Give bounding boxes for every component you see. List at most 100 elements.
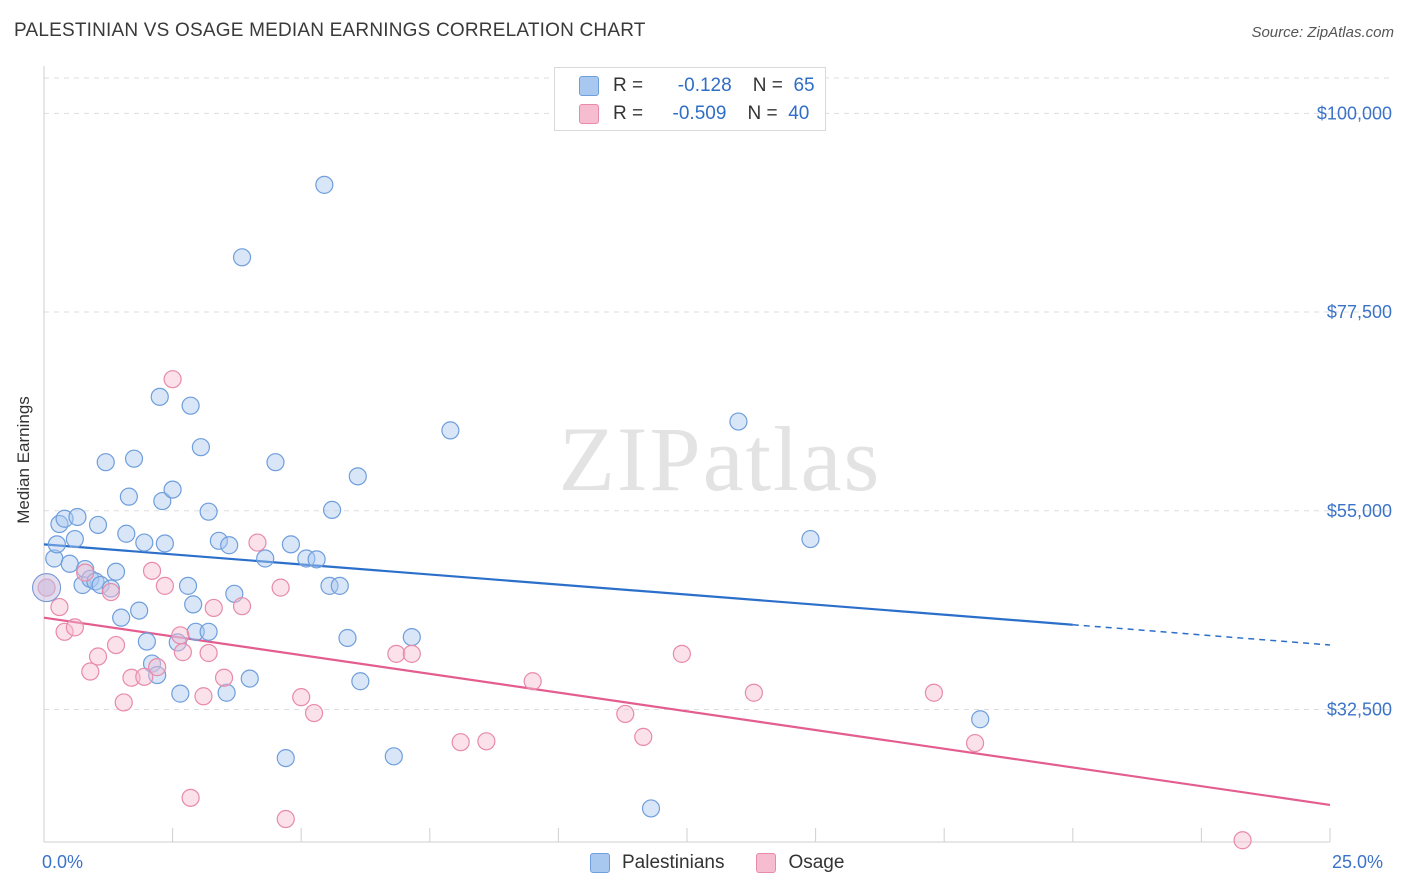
data-points bbox=[32, 175, 1252, 850]
point-palestinians bbox=[217, 683, 236, 702]
point-osage bbox=[304, 703, 324, 723]
point-palestinians bbox=[801, 529, 820, 549]
point-palestinians bbox=[153, 491, 172, 511]
trend-lines bbox=[43, 543, 1331, 806]
point-palestinians bbox=[402, 627, 421, 647]
point-palestinians bbox=[124, 449, 144, 468]
point-palestinians bbox=[441, 421, 460, 440]
point-osage bbox=[402, 644, 421, 663]
legend-n-value: 65 bbox=[793, 75, 815, 96]
point-osage bbox=[81, 662, 100, 681]
point-osage bbox=[171, 626, 190, 645]
point-palestinians bbox=[220, 536, 239, 555]
point-osage bbox=[122, 668, 141, 687]
point-palestinians bbox=[315, 175, 334, 194]
x-tick-label-max: 25.0% bbox=[1332, 852, 1384, 872]
point-osage bbox=[924, 683, 944, 702]
point-osage bbox=[616, 704, 635, 724]
point-palestinians bbox=[106, 562, 126, 581]
point-palestinians bbox=[163, 480, 182, 499]
grid-lines bbox=[44, 77, 1392, 711]
point-palestinians bbox=[338, 628, 357, 648]
point-osage bbox=[744, 683, 763, 702]
point-osage bbox=[194, 687, 213, 706]
point-palestinians bbox=[971, 710, 990, 729]
point-palestinians bbox=[276, 748, 295, 768]
point-palestinians bbox=[322, 500, 342, 520]
point-palestinians bbox=[641, 799, 661, 818]
point-palestinians bbox=[130, 601, 149, 620]
point-osage bbox=[672, 644, 691, 663]
legend-n-value: 40 bbox=[788, 103, 810, 124]
point-palestinians bbox=[135, 533, 154, 552]
point-osage bbox=[523, 672, 542, 691]
point-osage bbox=[65, 618, 84, 637]
legend-r-label: R = bbox=[613, 75, 644, 96]
point-palestinians bbox=[330, 576, 349, 595]
legend-r-label: R = bbox=[613, 103, 644, 124]
point-palestinians bbox=[307, 550, 326, 569]
point-palestinians bbox=[47, 535, 66, 554]
point-osage bbox=[477, 732, 496, 751]
legend-r-value: -0.509 bbox=[672, 103, 727, 124]
point-palestinians bbox=[184, 595, 203, 614]
point-palestinians bbox=[60, 554, 79, 573]
series-swatch-blue bbox=[590, 853, 610, 873]
point-palestinians bbox=[256, 549, 275, 568]
legend-n-label: N = bbox=[747, 103, 778, 124]
legend-n-label: N = bbox=[752, 75, 783, 96]
point-cluster-palestinians bbox=[32, 573, 62, 603]
point-palestinians bbox=[348, 467, 367, 486]
point-palestinians bbox=[171, 684, 190, 703]
point-palestinians bbox=[137, 632, 156, 651]
point-palestinians bbox=[50, 514, 69, 534]
point-osage bbox=[451, 733, 470, 752]
point-palestinians bbox=[232, 248, 252, 267]
point-osage bbox=[163, 370, 182, 389]
point-palestinians bbox=[96, 453, 115, 472]
point-palestinians bbox=[68, 507, 87, 527]
point-palestinians bbox=[209, 531, 228, 550]
point-palestinians bbox=[155, 534, 174, 553]
trend-line-osage bbox=[43, 616, 1331, 806]
point-osage bbox=[214, 668, 234, 687]
point-osage bbox=[106, 635, 126, 655]
series-legend: Palestinians Osage bbox=[590, 852, 876, 874]
point-palestinians bbox=[88, 515, 108, 535]
point-palestinians bbox=[112, 608, 131, 627]
point-osage bbox=[55, 622, 74, 641]
series-legend-osage: Osage bbox=[756, 852, 844, 874]
point-osage bbox=[155, 576, 174, 595]
y-tick-label: $77,500 bbox=[1327, 302, 1392, 322]
series-legend-palestinians: Palestinians bbox=[590, 852, 724, 874]
point-osage bbox=[173, 643, 192, 662]
correlation-legend: R = -0.128 N = 65 R = -0.509 N = 40 bbox=[554, 67, 826, 131]
point-osage bbox=[292, 688, 311, 707]
point-palestinians bbox=[91, 575, 110, 595]
point-osage bbox=[387, 644, 406, 663]
point-palestinians bbox=[281, 535, 301, 554]
series-swatch-pink bbox=[756, 853, 777, 873]
y-tick-label: $55,000 bbox=[1327, 501, 1392, 521]
trend-line-extension-palestinians bbox=[1072, 623, 1331, 646]
axes bbox=[43, 66, 1331, 843]
point-palestinians bbox=[199, 502, 218, 521]
point-osage bbox=[101, 582, 120, 602]
point-palestinians bbox=[240, 669, 259, 688]
chart-title: PALESTINIAN VS OSAGE MEDIAN EARNINGS COR… bbox=[14, 20, 646, 41]
point-palestinians bbox=[65, 529, 84, 549]
point-palestinians bbox=[320, 576, 339, 595]
legend-row-osage: R = -0.509 N = 40 bbox=[579, 102, 809, 126]
point-palestinians bbox=[351, 672, 370, 691]
watermark: ZIPatlas bbox=[559, 408, 882, 510]
point-palestinians bbox=[119, 487, 138, 506]
point-palestinians bbox=[729, 412, 748, 431]
y-tick-label: $32,500 bbox=[1327, 700, 1392, 720]
point-palestinians bbox=[181, 396, 200, 415]
x-tick-label-min: 0.0% bbox=[42, 852, 84, 872]
point-osage bbox=[181, 788, 200, 807]
legend-row-palestinians: R = -0.128 N = 65 bbox=[579, 74, 815, 98]
point-osage bbox=[50, 597, 69, 617]
y-tick-labels: $32,500 $55,000 $77,500 $100,000 bbox=[1317, 103, 1392, 719]
point-osage bbox=[37, 578, 56, 597]
